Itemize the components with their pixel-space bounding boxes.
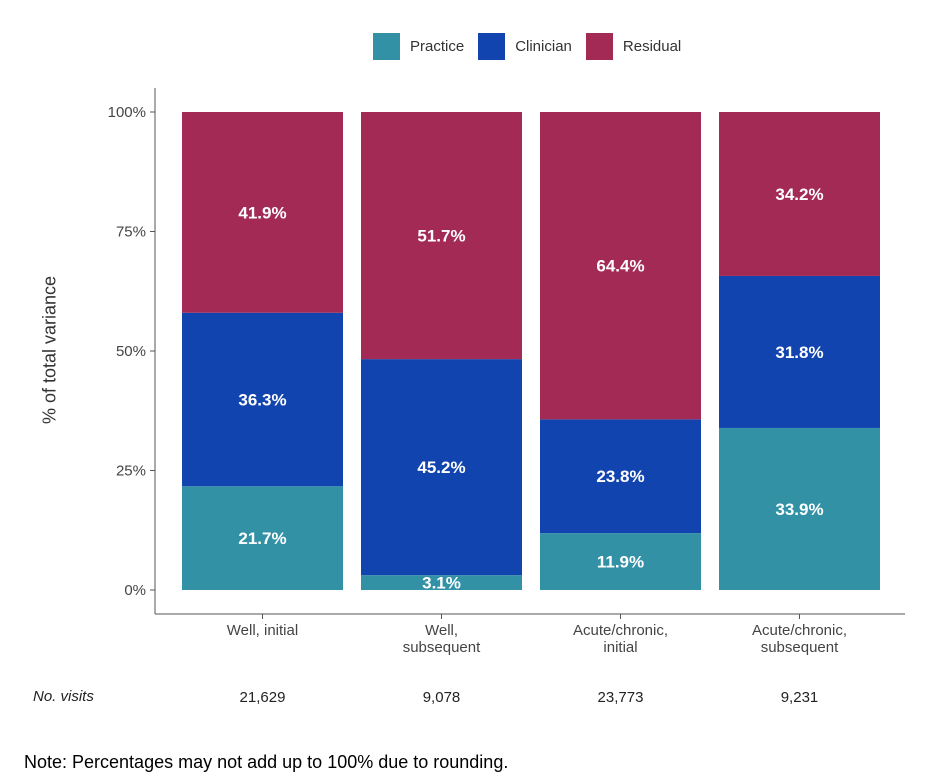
visits-count: 9,078 xyxy=(423,689,461,706)
bar-value-label: 36.3% xyxy=(238,391,286,410)
legend: Practice Clinician Residual xyxy=(373,33,695,60)
bar-value-label: 33.9% xyxy=(775,500,823,519)
bar-segment-clinician xyxy=(540,419,701,534)
y-tick-label: 0% xyxy=(124,582,146,599)
y-tick-label: 25% xyxy=(116,463,146,480)
visits-count: 21,629 xyxy=(240,689,286,706)
bar-value-label: 51.7% xyxy=(417,227,465,246)
bar-value-label: 41.9% xyxy=(238,203,286,222)
legend-swatch-practice xyxy=(373,33,400,60)
y-tick-label: 100% xyxy=(108,104,146,121)
legend-label-residual: Residual xyxy=(622,38,682,55)
legend-label-clinician: Clinician xyxy=(515,38,572,55)
bar-segment-residual xyxy=(361,112,522,360)
bar-value-label: 31.8% xyxy=(775,343,823,362)
y-tick-label: 50% xyxy=(116,343,146,360)
x-tick-label: Acute/chronic, xyxy=(573,622,668,639)
legend-item-practice: Practice xyxy=(373,33,464,60)
bar-segment-clinician xyxy=(361,359,522,576)
x-tick-label: subsequent xyxy=(761,639,839,656)
x-tick-label: subsequent xyxy=(403,639,481,656)
visits-row-label: No. visits xyxy=(33,688,94,705)
bar-value-label: 11.9% xyxy=(597,553,644,572)
bar-segment-residual xyxy=(719,112,880,276)
legend-item-clinician: Clinician xyxy=(478,33,572,60)
footnote: Note: Percentages may not add up to 100%… xyxy=(24,752,509,772)
bar-segment-practice xyxy=(182,486,343,590)
bar-segment-practice xyxy=(361,575,522,590)
bar-segment-residual xyxy=(182,112,343,313)
y-tick-label: 75% xyxy=(116,224,146,241)
bar-value-label: 21.7% xyxy=(238,529,286,548)
x-tick-label: Acute/chronic, xyxy=(752,622,847,639)
bar-value-label: 45.2% xyxy=(417,458,465,477)
legend-item-residual: Residual xyxy=(585,33,682,60)
bar-segment-practice xyxy=(719,427,880,590)
x-tick-label: Well, xyxy=(425,622,458,639)
visits-count: 9,231 xyxy=(781,689,819,706)
bar-value-label: 34.2% xyxy=(775,185,823,204)
x-tick-label: initial xyxy=(603,639,637,656)
legend-swatch-clinician xyxy=(478,33,506,60)
bar-segment-clinician xyxy=(719,275,880,428)
visits-count: 23,773 xyxy=(598,689,644,706)
x-tick-label: Well, initial xyxy=(227,622,298,639)
bar-segment-residual xyxy=(540,112,701,420)
bar-segment-practice xyxy=(540,533,701,590)
bar-value-label: 3.1% xyxy=(422,574,461,593)
legend-label-practice: Practice xyxy=(410,38,465,55)
bar-value-label: 23.8% xyxy=(596,467,644,486)
bar-value-label: 64.4% xyxy=(596,257,644,276)
legend-swatch-residual xyxy=(585,33,613,60)
bar-segment-clinician xyxy=(182,312,343,487)
